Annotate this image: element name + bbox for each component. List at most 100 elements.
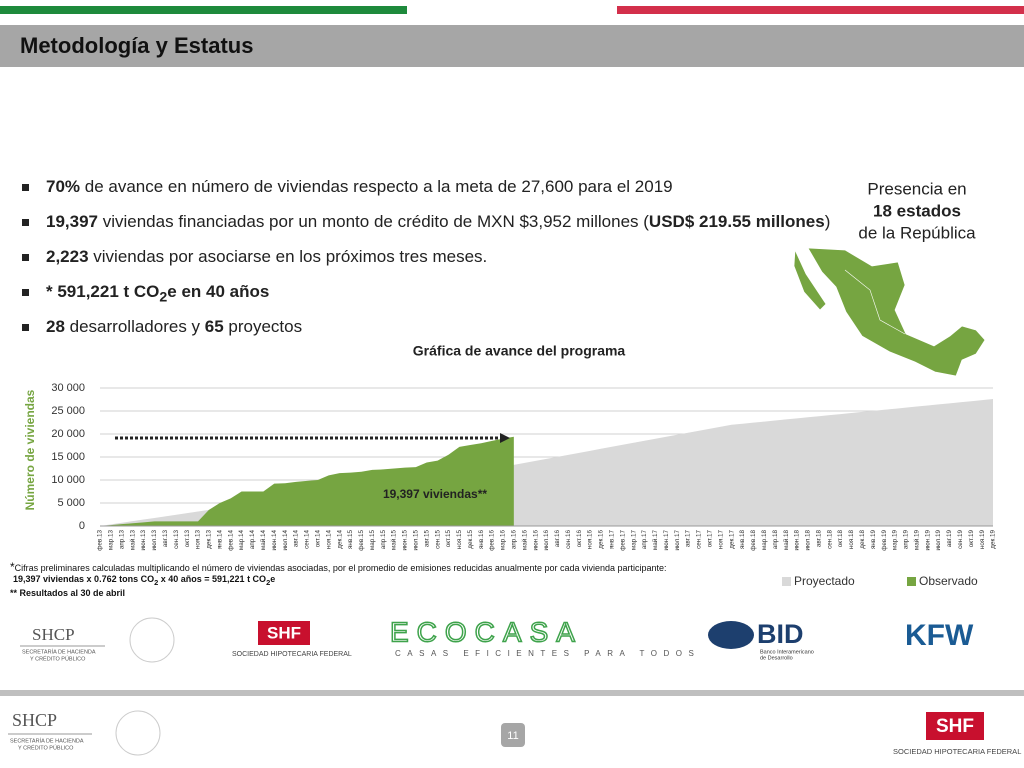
text: e: [270, 574, 276, 584]
x-tick-label: сен.18: [826, 530, 833, 549]
bold: e en 40 años: [167, 282, 270, 301]
y-tick-label: 15 000: [51, 451, 85, 463]
x-tick-label: ноя.14: [325, 530, 332, 550]
y-tick-label: 25 000: [51, 405, 85, 417]
x-tick-label: янв.16: [478, 530, 485, 549]
y-tick-label: 10 000: [51, 474, 85, 486]
logo-shf-box: [258, 621, 310, 645]
logo-bid-mark: [708, 621, 754, 649]
x-tick-label: окт.15: [445, 530, 452, 548]
x-tick-label: мар.16: [500, 530, 507, 551]
x-tick-label: июл.14: [282, 530, 289, 551]
x-tick-label: дек.16: [598, 530, 605, 549]
x-tick-label: июн.14: [271, 530, 278, 551]
logos: SHCP SECRETARÍA DE HACIENDA Y CRÉDITO PÚ…: [20, 616, 974, 663]
x-tick-label: окт.14: [314, 530, 321, 548]
map-text: de la República: [858, 223, 976, 242]
x-tick-label: ноя.16: [587, 530, 594, 550]
legend: Proyectado Observado: [782, 574, 978, 588]
x-tick-label: ноя.15: [456, 530, 463, 550]
footer-shf: SHF: [936, 716, 974, 737]
x-tick-label: июн.15: [402, 530, 409, 551]
x-tick-label: авг.14: [293, 530, 300, 548]
footer-shf-box: [926, 712, 984, 740]
x-tick-label: авг.19: [946, 530, 953, 548]
page-number: 11: [507, 730, 518, 742]
x-tick-label: июл.16: [543, 530, 550, 551]
footer-shcp: SHCP: [12, 710, 57, 730]
x-tick-label: июн.19: [924, 530, 931, 551]
y-tick-label: 20 000: [51, 428, 85, 440]
x-tick-label: авг.17: [685, 530, 692, 548]
logo-text: CASAS EFICIENTES PARA TODOS: [395, 649, 700, 658]
bold: 70%: [46, 177, 81, 196]
text: viviendas por asociarse en los próximos …: [88, 247, 488, 266]
x-tick-label: мар.17: [630, 530, 637, 551]
x-tick-label: дек.13: [206, 530, 213, 549]
logo-shf: SHF: [267, 623, 301, 642]
footnote: 19,397 viviendas x 0.762 tons CO2 x 40 a…: [13, 574, 275, 587]
x-tick-label: авг.18: [815, 530, 822, 548]
y-tick-label: 0: [79, 520, 85, 532]
chart-title: Gráfica de avance del programa: [413, 343, 626, 359]
text: desarrolladores y: [64, 317, 205, 336]
text: ** Resultados al 30 de abril: [10, 588, 126, 598]
logo-text: SECRETARÍA DE HACIENDA: [22, 648, 96, 655]
x-tick-label: окт.17: [707, 530, 714, 548]
x-tick-label: апр.18: [772, 530, 779, 550]
x-tick-label: май.13: [128, 530, 136, 551]
logo-text: Banco Interamericano: [760, 649, 814, 655]
x-tick-label: май.18: [782, 530, 790, 551]
x-tick-label: июл.18: [805, 530, 812, 551]
text: *: [10, 560, 15, 574]
x-tick-label: апр.15: [380, 530, 387, 550]
subscript: 2: [159, 289, 168, 306]
x-tick-label: авг.15: [423, 530, 430, 548]
bold: * 591,221 t CO: [46, 282, 160, 301]
x-tick-label: фев.17: [619, 530, 626, 551]
x-tick-label: июн.13: [140, 530, 147, 551]
plot: 0 5 000 10 000 15 000 20 000 25 000 30 000 фев.…: [51, 382, 996, 551]
x-tick-label: фев.18: [750, 530, 757, 551]
x-tick-label: окт.16: [576, 530, 583, 548]
x-tick-label: окт.19: [968, 530, 975, 548]
text: proyectos: [223, 317, 303, 336]
x-tick-label: фев.14: [227, 530, 234, 551]
logo-text: Y CRÉDITO PÚBLICO: [30, 655, 86, 662]
logo-shcp: SHCP: [32, 625, 75, 644]
x-tick-label: май.17: [651, 530, 659, 551]
bold: 2,223: [46, 247, 89, 266]
seal: [129, 617, 175, 663]
bullet: 70% de avance en número de viviendas res…: [22, 177, 673, 197]
text: 19,397 viviendas x 0.762 tons CO: [13, 574, 155, 584]
x-tick-label: сен.15: [434, 530, 441, 549]
seal: [115, 710, 161, 756]
x-tick-label: янв.15: [347, 530, 354, 549]
x-tick-label: июл.13: [151, 530, 158, 551]
x-tick-label: май.19: [912, 530, 920, 551]
x-tick-label: мар.19: [892, 530, 899, 551]
bold: 19,397: [46, 212, 98, 231]
x-tick-label: апр.14: [249, 530, 256, 550]
x-tick-label: фев.19: [881, 530, 888, 551]
text: Cifras preliminares calculadas multiplic…: [14, 563, 667, 573]
bullet: 28 desarrolladores y 65 proyectos: [22, 317, 302, 337]
x-tick-label: мар.15: [369, 530, 376, 551]
x-tick-label: апр.19: [903, 530, 910, 550]
x-tick-label: дек.15: [467, 530, 474, 549]
y-tick-label: 30 000: [51, 382, 85, 394]
x-tick-label: май.14: [259, 530, 267, 551]
x-tick-label: фев.15: [358, 530, 365, 551]
x-tick-label: дек.18: [859, 530, 866, 549]
legend-swatch: [907, 577, 916, 586]
x-tick-label: янв.14: [216, 530, 223, 549]
x-tick-label: сен.16: [565, 530, 572, 549]
x-tick-label: дек.14: [336, 530, 343, 549]
x-tick-label: дек.17: [728, 530, 735, 549]
slide-title: Metodología y Estatus: [20, 33, 253, 58]
x-tick-label: май.15: [390, 530, 398, 551]
bold: USD$ 219.55 millones: [648, 212, 825, 231]
annotation: 19,397 viviendas**: [383, 487, 487, 501]
x-tick-label: апр.17: [641, 530, 648, 550]
